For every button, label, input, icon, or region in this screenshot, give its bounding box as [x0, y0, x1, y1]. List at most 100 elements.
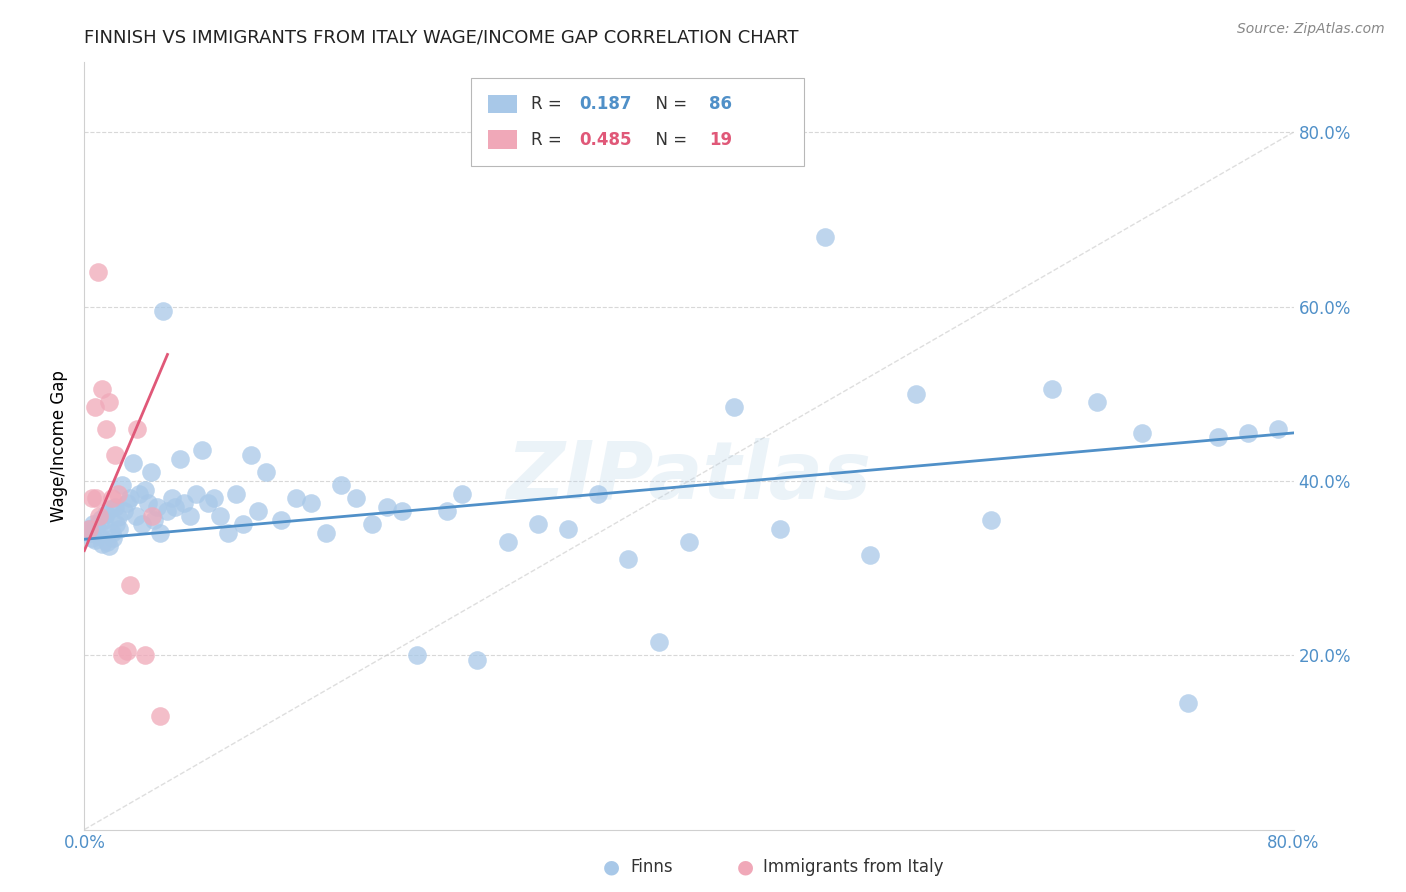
- Point: [165, 500, 187, 514]
- Point: [391, 504, 413, 518]
- Point: [107, 510, 129, 524]
- Point: [406, 648, 429, 663]
- Point: [451, 487, 474, 501]
- Point: [149, 526, 172, 541]
- Point: [118, 578, 141, 592]
- Point: [93, 513, 115, 527]
- Point: [156, 504, 179, 518]
- Point: [330, 478, 353, 492]
- Text: FINNISH VS IMMIGRANTS FROM ITALY WAGE/INCOME GAP CORRELATION CHART: FINNISH VS IMMIGRANTS FROM ITALY WAGE/IN…: [84, 29, 799, 47]
- Point: [191, 443, 214, 458]
- Point: [588, 487, 610, 501]
- Point: [678, 534, 700, 549]
- Point: [134, 483, 156, 497]
- Point: [118, 491, 141, 506]
- Point: [315, 526, 337, 541]
- Point: [131, 517, 153, 532]
- Point: [115, 644, 138, 658]
- Point: [254, 465, 277, 479]
- Point: [104, 448, 127, 462]
- Text: R =: R =: [530, 95, 567, 113]
- Text: N =: N =: [645, 130, 693, 149]
- Point: [101, 531, 124, 545]
- Text: 0.485: 0.485: [579, 130, 631, 149]
- Y-axis label: Wage/Income Gap: Wage/Income Gap: [49, 370, 67, 522]
- Point: [436, 504, 458, 518]
- Point: [86, 491, 108, 506]
- FancyBboxPatch shape: [471, 78, 804, 166]
- Point: [346, 491, 368, 506]
- Point: [98, 501, 121, 516]
- Point: [90, 512, 112, 526]
- Point: [360, 517, 382, 532]
- Point: [142, 513, 165, 527]
- Point: [496, 534, 519, 549]
- Point: [112, 504, 135, 518]
- Point: [239, 448, 262, 462]
- Point: [80, 491, 103, 506]
- Point: [125, 508, 148, 523]
- Point: [160, 491, 183, 506]
- Point: [128, 487, 150, 501]
- Point: [1085, 395, 1108, 409]
- Point: [100, 491, 122, 506]
- Point: [1040, 382, 1063, 396]
- Point: [904, 386, 927, 401]
- FancyBboxPatch shape: [488, 130, 517, 149]
- Point: [270, 513, 292, 527]
- Point: [111, 478, 134, 492]
- Point: [136, 496, 159, 510]
- Point: [94, 421, 117, 435]
- Text: R =: R =: [530, 130, 567, 149]
- Point: [134, 648, 156, 663]
- Point: [80, 531, 103, 545]
- Point: [285, 491, 308, 506]
- Point: [769, 522, 792, 536]
- Point: [87, 265, 110, 279]
- Point: [146, 500, 169, 514]
- Point: [1177, 696, 1199, 710]
- Text: Source: ZipAtlas.com: Source: ZipAtlas.com: [1237, 22, 1385, 37]
- Point: [97, 539, 120, 553]
- Point: [105, 517, 128, 532]
- Point: [859, 548, 882, 562]
- Point: [179, 508, 201, 523]
- Point: [91, 536, 114, 550]
- Point: [77, 522, 100, 536]
- Point: [111, 648, 134, 663]
- Point: [1206, 430, 1229, 444]
- Point: [82, 517, 104, 532]
- Point: [202, 491, 225, 506]
- Point: [232, 517, 254, 532]
- Point: [84, 400, 107, 414]
- Point: [127, 421, 149, 435]
- Text: Finns: Finns: [630, 858, 672, 876]
- Point: [299, 496, 322, 510]
- Point: [814, 229, 837, 244]
- Point: [108, 522, 131, 536]
- Text: Immigrants from Italy: Immigrants from Italy: [763, 858, 943, 876]
- FancyBboxPatch shape: [488, 95, 517, 113]
- Text: N =: N =: [645, 95, 693, 113]
- Text: ZIPatlas: ZIPatlas: [506, 438, 872, 516]
- Point: [209, 508, 232, 523]
- Point: [107, 487, 129, 501]
- Text: 86: 86: [710, 95, 733, 113]
- Point: [247, 504, 270, 518]
- Point: [77, 522, 100, 536]
- Point: [100, 526, 122, 541]
- Text: 19: 19: [710, 130, 733, 149]
- Point: [139, 465, 162, 479]
- Point: [197, 496, 219, 510]
- Point: [169, 452, 191, 467]
- Point: [225, 487, 247, 501]
- Point: [1237, 425, 1260, 440]
- Text: ●: ●: [603, 857, 620, 877]
- Point: [217, 526, 239, 541]
- Point: [87, 528, 110, 542]
- Point: [617, 552, 640, 566]
- Point: [97, 395, 120, 409]
- Point: [84, 533, 107, 548]
- Text: ●: ●: [737, 857, 754, 877]
- Point: [152, 304, 174, 318]
